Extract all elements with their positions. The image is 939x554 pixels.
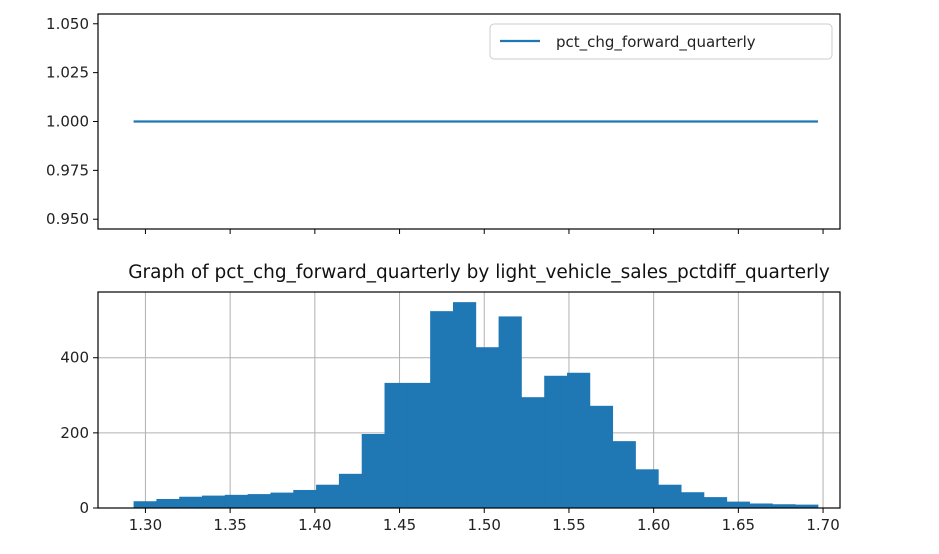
histogram-bar — [133, 501, 157, 508]
histogram-bar — [726, 501, 750, 508]
histogram-bar — [795, 504, 819, 508]
legend: pct_chg_forward_quarterly — [489, 23, 833, 60]
bottom-y-tick-label: 0 — [79, 499, 89, 517]
histogram-bar — [270, 492, 294, 508]
bottom-x-tick-label: 1.45 — [383, 516, 416, 534]
histogram-bar — [635, 469, 659, 508]
histogram-bar — [521, 397, 545, 508]
legend-box — [489, 23, 833, 60]
top-y-tick-label: 1.050 — [46, 15, 89, 33]
bottom-x-tick-label: 1.30 — [129, 516, 162, 534]
top-y-tick-label: 1.000 — [46, 113, 89, 131]
bottom-y-tick-label: 200 — [60, 424, 89, 442]
histogram-bar — [498, 316, 522, 508]
histogram-bar — [384, 382, 408, 508]
bottom-y-tick-label: 400 — [60, 349, 89, 367]
histogram-bar — [224, 494, 249, 508]
histogram-bar — [361, 433, 385, 508]
histogram-bar — [772, 504, 796, 508]
bottom-axes: Graph of pct_chg_forward_quarterly by li… — [60, 262, 841, 534]
legend-label: pct_chg_forward_quarterly — [556, 33, 756, 52]
histogram-bar — [316, 484, 340, 508]
histogram-bar — [749, 503, 773, 508]
histogram-bar — [544, 375, 568, 508]
bottom-x-tick-label: 1.70 — [806, 516, 839, 534]
bottom-x-tick-label: 1.60 — [637, 516, 670, 534]
histogram-bar — [156, 498, 180, 508]
histogram-bar — [247, 494, 271, 508]
bottom-x-tick-label: 1.35 — [213, 516, 246, 534]
bottom-axes-frame — [97, 291, 841, 509]
top-axes: 0.950 0.975 1.000 1.025 1.050 pct_chg_forward… — [46, 13, 841, 234]
top-y-tick-label: 0.950 — [46, 210, 89, 228]
bottom-x-tick-label: 1.40 — [298, 516, 331, 534]
histogram-bar — [338, 473, 363, 508]
histogram-bar — [452, 302, 477, 508]
histogram-bar — [179, 496, 203, 508]
histogram-bar — [703, 497, 728, 508]
bottom-x-tick-label: 1.65 — [722, 516, 755, 534]
histogram-bar — [589, 405, 614, 508]
histogram-bar — [475, 347, 499, 508]
top-axes-frame — [97, 13, 841, 230]
histogram-bar — [430, 311, 454, 508]
histogram-bar — [293, 489, 317, 508]
bottom-x-tick-label: 1.55 — [552, 516, 585, 534]
histogram-bar — [202, 495, 226, 508]
chart-title: Graph of pct_chg_forward_quarterly by li… — [128, 262, 830, 283]
bottom-x-tick-label: 1.50 — [468, 516, 501, 534]
top-y-tick-label: 1.025 — [46, 64, 89, 82]
histogram-bar — [681, 492, 705, 508]
histogram-bar — [612, 441, 636, 508]
histogram-bar — [658, 484, 682, 508]
top-y-tick-label: 0.975 — [46, 161, 89, 179]
histogram-bar — [567, 372, 591, 508]
histogram-bar — [407, 382, 431, 508]
